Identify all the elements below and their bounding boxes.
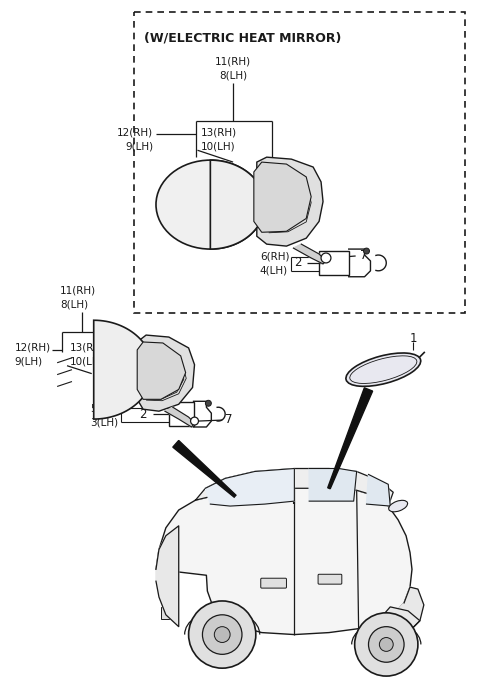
Text: 13(RH): 13(RH) — [201, 128, 237, 138]
Text: 1: 1 — [409, 331, 417, 344]
Polygon shape — [309, 469, 357, 501]
Polygon shape — [156, 526, 179, 627]
Text: 9(LH): 9(LH) — [125, 141, 153, 151]
Polygon shape — [137, 335, 194, 411]
Bar — [134, 12, 466, 313]
Text: 13(RH): 13(RH) — [70, 343, 106, 353]
Text: 10(LH): 10(LH) — [201, 141, 235, 151]
Polygon shape — [173, 441, 236, 497]
Text: (W/ELECTRIC HEAT MIRROR): (W/ELECTRIC HEAT MIRROR) — [144, 31, 341, 44]
Polygon shape — [156, 488, 412, 634]
Text: 9(LH): 9(LH) — [14, 357, 43, 367]
Polygon shape — [254, 162, 311, 233]
Circle shape — [203, 614, 242, 654]
Polygon shape — [137, 342, 186, 400]
Ellipse shape — [346, 353, 421, 386]
Text: 12(RH): 12(RH) — [117, 128, 153, 138]
FancyBboxPatch shape — [261, 578, 287, 588]
Text: 11(RH): 11(RH) — [215, 57, 251, 66]
Text: 8(LH): 8(LH) — [219, 70, 247, 80]
Polygon shape — [293, 244, 326, 264]
Polygon shape — [367, 475, 390, 506]
Circle shape — [369, 627, 404, 662]
Circle shape — [363, 248, 370, 254]
Ellipse shape — [389, 501, 408, 512]
Circle shape — [189, 601, 256, 668]
Text: 10(LH): 10(LH) — [70, 357, 105, 367]
Polygon shape — [94, 321, 153, 419]
Text: 12(RH): 12(RH) — [14, 343, 51, 353]
Bar — [161, 607, 177, 619]
Text: 6(RH): 6(RH) — [260, 252, 289, 262]
Text: 2: 2 — [294, 256, 301, 269]
Polygon shape — [378, 587, 424, 642]
Circle shape — [205, 400, 211, 406]
FancyBboxPatch shape — [318, 574, 342, 584]
Text: 11(RH): 11(RH) — [60, 286, 96, 295]
Circle shape — [321, 253, 331, 263]
Bar — [169, 402, 193, 426]
Polygon shape — [210, 160, 264, 249]
Circle shape — [191, 417, 199, 425]
Polygon shape — [257, 157, 323, 246]
Ellipse shape — [156, 160, 264, 249]
Polygon shape — [205, 469, 294, 506]
Text: 5(RH): 5(RH) — [90, 403, 119, 413]
Text: 4(LH): 4(LH) — [260, 266, 288, 276]
Circle shape — [379, 638, 393, 651]
Text: 7: 7 — [226, 413, 233, 426]
Polygon shape — [328, 388, 372, 489]
Text: 2: 2 — [140, 408, 147, 421]
Text: 7: 7 — [360, 250, 367, 263]
Text: 8(LH): 8(LH) — [60, 299, 88, 310]
Text: 3(LH): 3(LH) — [90, 417, 118, 427]
Bar — [319, 251, 349, 275]
Polygon shape — [378, 607, 420, 642]
Circle shape — [214, 627, 230, 642]
Circle shape — [355, 613, 418, 676]
Polygon shape — [165, 407, 194, 427]
Polygon shape — [195, 469, 393, 506]
